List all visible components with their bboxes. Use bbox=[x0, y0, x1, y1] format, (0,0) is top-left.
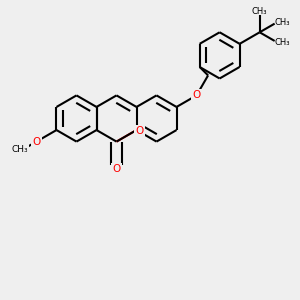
Text: CH₃: CH₃ bbox=[274, 18, 290, 27]
Text: CH₃: CH₃ bbox=[252, 7, 267, 16]
Text: CH₃: CH₃ bbox=[274, 38, 290, 47]
Text: O: O bbox=[112, 164, 121, 174]
Text: O: O bbox=[32, 136, 40, 147]
Text: O: O bbox=[135, 126, 144, 136]
Text: O: O bbox=[192, 90, 201, 100]
Text: CH₃: CH₃ bbox=[11, 145, 28, 154]
